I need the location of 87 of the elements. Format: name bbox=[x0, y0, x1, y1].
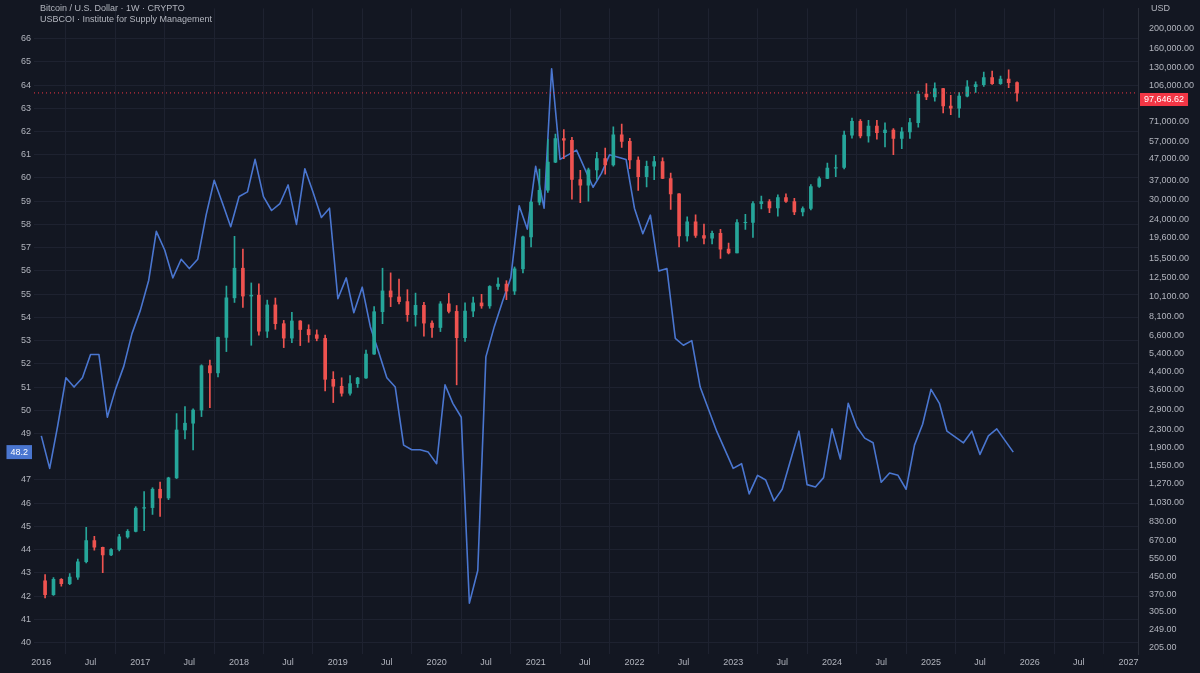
x-tick-label: Jul bbox=[183, 657, 196, 668]
x-tick-label: Jul bbox=[875, 657, 887, 668]
ref-line-label: 97,646.62 bbox=[1144, 93, 1185, 104]
x-tick-label: 2021 bbox=[525, 657, 546, 668]
y2-tick-label: 2,300.00 bbox=[1149, 424, 1185, 435]
y2-tick-label: 30,000.00 bbox=[1149, 193, 1190, 204]
y-tick-label: 55 bbox=[20, 288, 31, 299]
y-tick-label: 65 bbox=[20, 56, 31, 67]
y2-tick-label: 47,000.00 bbox=[1149, 153, 1190, 164]
y2-tick-label: 1,270.00 bbox=[1149, 477, 1185, 488]
x-tick-label: Jul bbox=[84, 657, 97, 668]
y2-tick-label: 5,400.00 bbox=[1149, 347, 1185, 358]
y2-tick-label: 249.00 bbox=[1149, 624, 1177, 635]
y-tick-label: 44 bbox=[20, 544, 31, 555]
y2-tick-label: 106,000.00 bbox=[1149, 80, 1195, 91]
y-tick-label: 52 bbox=[20, 358, 31, 369]
y-tick-label: 54 bbox=[20, 311, 31, 322]
y2-tick-label: 12,500.00 bbox=[1149, 272, 1190, 283]
y-tick-label: 49 bbox=[20, 428, 31, 438]
x-tick-label: Jul bbox=[974, 657, 986, 668]
y2-tick-label: 130,000.00 bbox=[1149, 61, 1195, 72]
y-tick-label: 59 bbox=[20, 195, 31, 206]
y2-tick-label: 370.00 bbox=[1149, 588, 1177, 599]
y2-tick-label: 57,000.00 bbox=[1149, 135, 1190, 146]
text: USBCOI · Institute for Supply Management bbox=[40, 14, 213, 24]
x-tick-label: 2025 bbox=[920, 657, 942, 668]
x-tick-label: 2018 bbox=[229, 657, 250, 668]
y-tick-label: 51 bbox=[20, 381, 31, 392]
y2-tick-label: 200,000.00 bbox=[1149, 22, 1195, 33]
y2-tick-label: 3,600.00 bbox=[1149, 384, 1185, 395]
y-tick-label: 64 bbox=[20, 79, 31, 90]
y-tick-label: 45 bbox=[20, 520, 31, 531]
y-tick-label: 63 bbox=[20, 102, 31, 113]
x-tick-label: 2024 bbox=[821, 657, 842, 668]
y-tick-label: 42 bbox=[20, 590, 31, 601]
x-tick-label: 2027 bbox=[1118, 657, 1139, 668]
y2-tick-label: 71,000.00 bbox=[1149, 116, 1190, 127]
y2-tick-label: 2,900.00 bbox=[1149, 403, 1185, 414]
x-tick-label: Jul bbox=[677, 657, 690, 668]
x-tick-label: 2023 bbox=[723, 657, 744, 668]
y2-tick-label: 10,100.00 bbox=[1149, 291, 1190, 302]
y-tick-label: 57 bbox=[20, 242, 31, 253]
x-tick-label: 2016 bbox=[31, 657, 52, 668]
y-tick-label: 41 bbox=[20, 613, 31, 624]
y2-axis-title: USD bbox=[1150, 3, 1170, 13]
y2-tick-label: 8,100.00 bbox=[1149, 311, 1185, 322]
x-tick-label: Jul bbox=[1072, 657, 1085, 668]
y2-tick-label: 305.00 bbox=[1149, 606, 1177, 617]
y-tick-label: 66 bbox=[20, 33, 31, 44]
y2-tick-label: 19,600.00 bbox=[1149, 231, 1190, 242]
y2-tick-label: 670.00 bbox=[1149, 535, 1177, 546]
x-tick-label: 2017 bbox=[130, 657, 151, 668]
x-tick-label: Jul bbox=[381, 657, 393, 668]
y2-tick-label: 1,550.00 bbox=[1149, 459, 1185, 470]
x-tick-label: Jul bbox=[282, 657, 294, 668]
y-tick-label: 50 bbox=[20, 404, 31, 415]
y2-tick-label: 24,000.00 bbox=[1149, 213, 1190, 224]
y-tick-label: 43 bbox=[20, 567, 31, 578]
y2-tick-label: 37,000.00 bbox=[1149, 174, 1190, 185]
y-tick-label: 40 bbox=[20, 637, 31, 648]
y-tick-label: 46 bbox=[20, 497, 31, 508]
y-tick-label: 58 bbox=[20, 218, 31, 229]
y-tick-label: 60 bbox=[20, 172, 31, 183]
y-tick-label: 53 bbox=[20, 335, 31, 346]
y2-tick-label: 1,900.00 bbox=[1149, 441, 1185, 452]
x-tick-label: 2026 bbox=[1019, 657, 1040, 668]
text: 48.2 bbox=[10, 446, 29, 457]
y2-tick-label: 4,400.00 bbox=[1149, 366, 1185, 377]
y2-tick-label: 1,030.00 bbox=[1149, 496, 1185, 507]
y2-tick-label: 450.00 bbox=[1149, 571, 1177, 582]
x-tick-label: 2019 bbox=[327, 657, 348, 668]
y2-tick-label: 6,600.00 bbox=[1149, 329, 1185, 340]
x-tick-label: 2020 bbox=[426, 657, 447, 668]
y2-tick-label: 205.00 bbox=[1149, 641, 1177, 652]
y2-tick-label: 15,500.00 bbox=[1149, 252, 1190, 263]
y-tick-label: 62 bbox=[20, 126, 31, 136]
x-tick-label: Jul bbox=[578, 657, 591, 668]
y-tick-label: 61 bbox=[20, 149, 31, 160]
chart-title: Bitcoin / U.S. Dollar · 1W · CRYPTO bbox=[40, 3, 185, 13]
y-tick-label: 56 bbox=[20, 265, 31, 276]
y2-tick-label: 830.00 bbox=[1149, 516, 1177, 527]
x-tick-label: Jul bbox=[776, 657, 788, 668]
x-tick-label: 2022 bbox=[624, 657, 645, 668]
y2-tick-label: 160,000.00 bbox=[1149, 43, 1195, 54]
y2-tick-label: 550.00 bbox=[1149, 553, 1177, 564]
x-tick-label: Jul bbox=[480, 657, 492, 668]
y-tick-label: 47 bbox=[20, 474, 31, 485]
